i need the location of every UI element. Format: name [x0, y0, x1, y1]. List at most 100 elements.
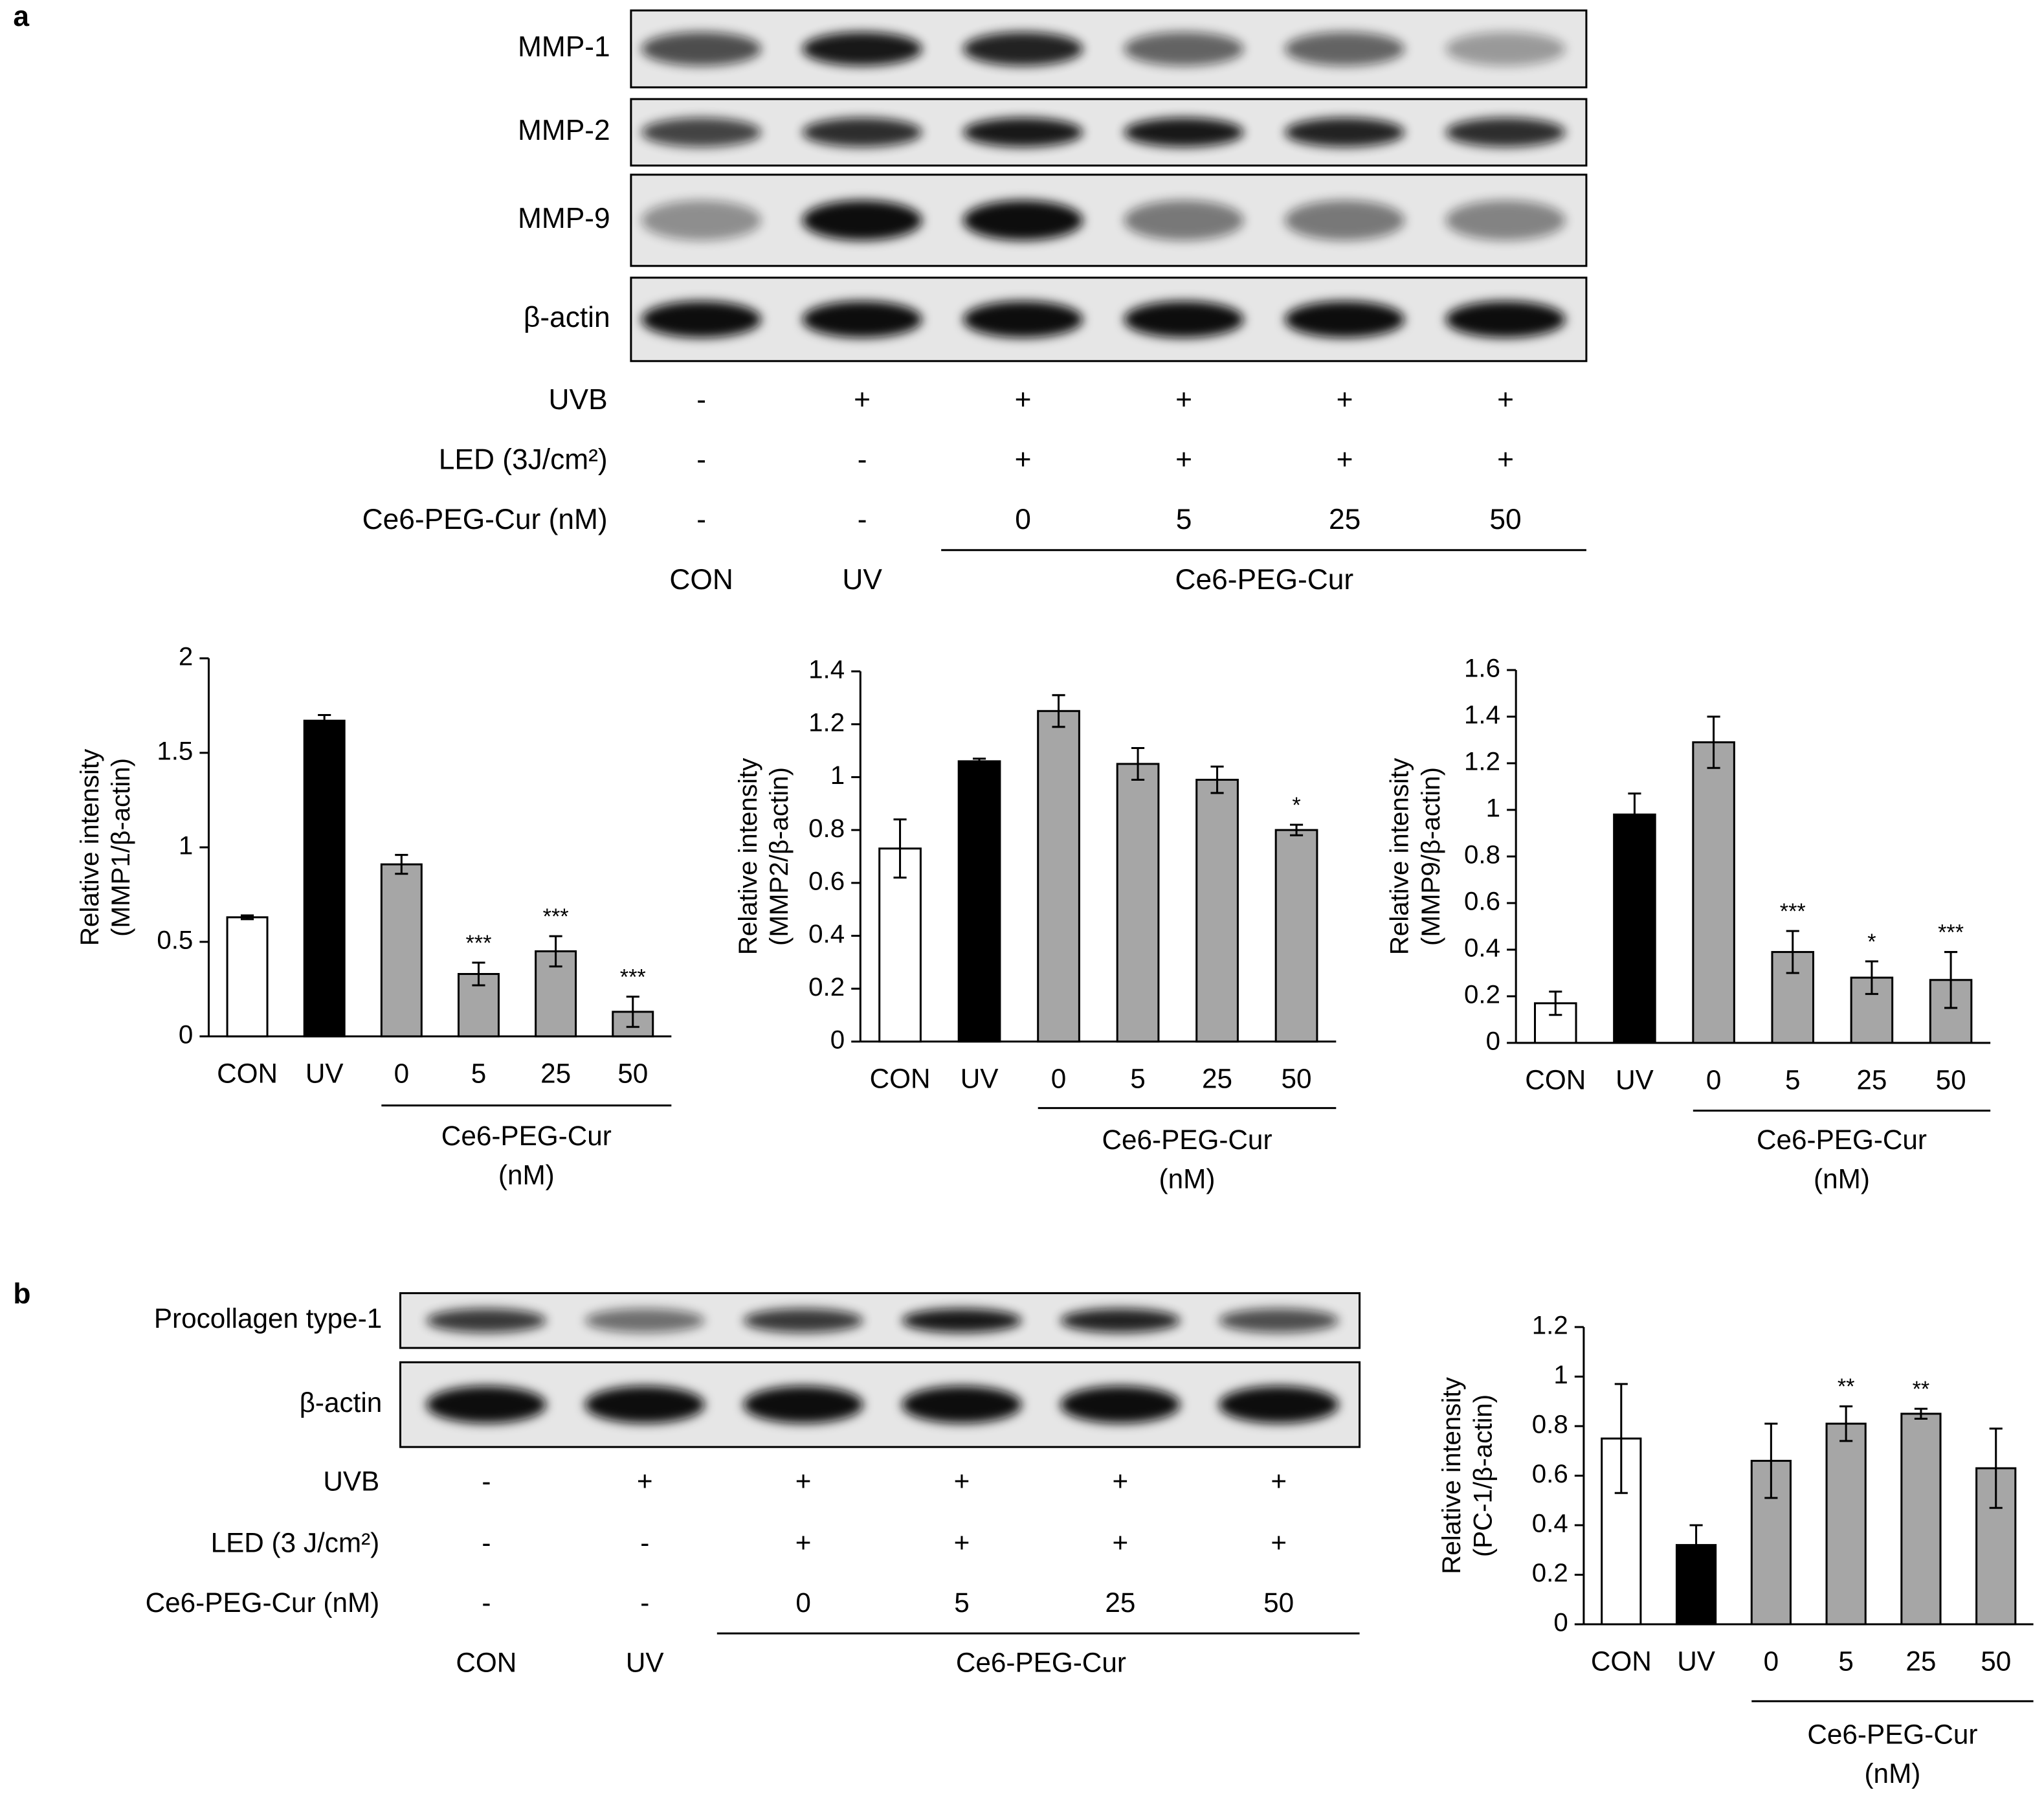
blot-row-label: β-actin	[524, 302, 610, 333]
blot-frame	[630, 173, 1588, 267]
y-axis-label: (MMP2/β-actin)	[764, 767, 794, 946]
condition-label: LED (3J/cm²)	[439, 444, 608, 476]
significance-label: ***	[543, 904, 569, 929]
x-tick-label: 50	[1282, 1064, 1312, 1094]
panel-label: b	[13, 1278, 30, 1310]
condition-value: -	[640, 1587, 649, 1618]
y-tick-label: 0	[1486, 1027, 1500, 1056]
condition-value: +	[1175, 384, 1192, 416]
significance-label: *	[1867, 930, 1876, 954]
condition-value: 25	[1105, 1587, 1135, 1618]
condition-value: -	[696, 384, 706, 416]
condition-value: +	[1497, 444, 1514, 476]
bar	[1900, 1413, 1942, 1626]
x-tick-label: 5	[471, 1058, 487, 1088]
y-tick-label: 1.2	[1532, 1311, 1568, 1340]
blot-frame	[399, 1292, 1361, 1349]
blot-frame	[630, 9, 1588, 89]
y-tick-label: 0.4	[1532, 1509, 1568, 1538]
condition-value: 25	[1329, 504, 1361, 535]
condition-value: -	[482, 1527, 491, 1558]
condition-value: -	[858, 444, 867, 476]
condition-label: Ce6-PEG-Cur (nM)	[362, 504, 608, 535]
y-tick-label: 1.5	[157, 737, 193, 766]
y-tick-label: 0.6	[808, 866, 845, 895]
error-bar	[395, 854, 408, 875]
blot-band	[584, 1308, 705, 1333]
y-tick-label: 0.2	[1532, 1558, 1568, 1587]
error-bar	[318, 713, 331, 728]
blot-band	[641, 32, 762, 66]
group-label: UV	[842, 564, 882, 596]
blot-row-label: β-actin	[300, 1387, 383, 1418]
group-label: Ce6-PEG-Cur	[1175, 564, 1353, 596]
y-axis-label: Relative intensity	[1437, 1376, 1466, 1574]
blot-band	[1124, 32, 1244, 66]
bar	[303, 719, 346, 1038]
condition-value: 0	[795, 1587, 811, 1618]
blot-band	[1445, 200, 1566, 241]
error-bar	[1944, 951, 1958, 1009]
y-tick-label: 0.2	[808, 972, 845, 1001]
y-tick-label: 1.6	[1464, 654, 1500, 683]
blot-band	[584, 1385, 705, 1424]
error-bar	[1786, 930, 1799, 974]
blot-row-label: MMP-2	[518, 115, 610, 146]
significance-label: **	[1838, 1374, 1855, 1399]
significance-label: **	[1913, 1377, 1930, 1402]
x-tick-label: 0	[1051, 1064, 1067, 1094]
y-tick-label: 0	[830, 1025, 845, 1055]
condition-value: -	[696, 444, 706, 476]
condition-value: +	[1497, 384, 1514, 416]
condition-label: Ce6-PEG-Cur (nM)	[146, 1587, 380, 1618]
bar	[1613, 813, 1656, 1044]
group-label: (nM)	[498, 1160, 555, 1191]
x-tick-label: UV	[1616, 1065, 1654, 1095]
condition-label: UVB	[323, 1466, 379, 1497]
y-tick-label: 1	[179, 831, 193, 860]
error-bar	[1210, 765, 1224, 794]
bar	[957, 760, 1001, 1043]
blot-row-label: MMP-1	[518, 31, 610, 63]
group-label: (nM)	[1159, 1164, 1216, 1194]
group-label: (nM)	[1814, 1164, 1870, 1194]
error-bar	[1989, 1427, 2003, 1509]
y-tick-label: 1	[1486, 794, 1500, 823]
condition-label: UVB	[549, 384, 608, 416]
bar	[1825, 1422, 1867, 1626]
y-axis-label: (MMP9/β-actin)	[1416, 767, 1445, 946]
y-tick-label: 0.6	[1464, 887, 1500, 916]
group-label: (nM)	[1864, 1758, 1920, 1789]
y-tick-label: 0.4	[808, 919, 845, 948]
blot-band	[641, 300, 762, 338]
y-tick-label: 0.4	[1464, 934, 1500, 963]
x-tick-label: 0	[394, 1058, 410, 1088]
x-tick-label: 0	[1764, 1646, 1779, 1677]
y-axis-label: Relative intensity	[75, 748, 104, 946]
error-bar	[626, 996, 639, 1028]
group-label: Ce6-PEG-Cur	[1757, 1124, 1927, 1155]
x-tick-label: 25	[1905, 1646, 1936, 1677]
blot-frame	[630, 276, 1588, 363]
y-tick-label: 1	[830, 761, 845, 790]
blot-band	[802, 32, 922, 66]
bar	[1037, 710, 1080, 1043]
x-tick-label: 25	[540, 1058, 571, 1088]
x-tick-label: 25	[1856, 1065, 1887, 1095]
group-label: Ce6-PEG-Cur	[441, 1121, 612, 1151]
error-bar	[1614, 1383, 1628, 1494]
blot-band	[802, 200, 922, 241]
blot-band	[641, 200, 762, 241]
error-bar	[893, 818, 907, 879]
blot-row-label: MMP-9	[518, 203, 610, 234]
blot-band	[1284, 300, 1405, 338]
significance-label: ***	[1780, 899, 1806, 924]
x-tick-label: CON	[217, 1058, 278, 1088]
x-tick-label: UV	[961, 1064, 999, 1094]
condition-value: -	[696, 504, 706, 535]
blot-band	[802, 117, 922, 147]
y-tick-label: 2	[179, 642, 193, 671]
y-tick-label: 0.2	[1464, 980, 1500, 1009]
blot-row-label: Procollagen type-1	[154, 1303, 382, 1334]
condition-value: +	[954, 1527, 970, 1558]
